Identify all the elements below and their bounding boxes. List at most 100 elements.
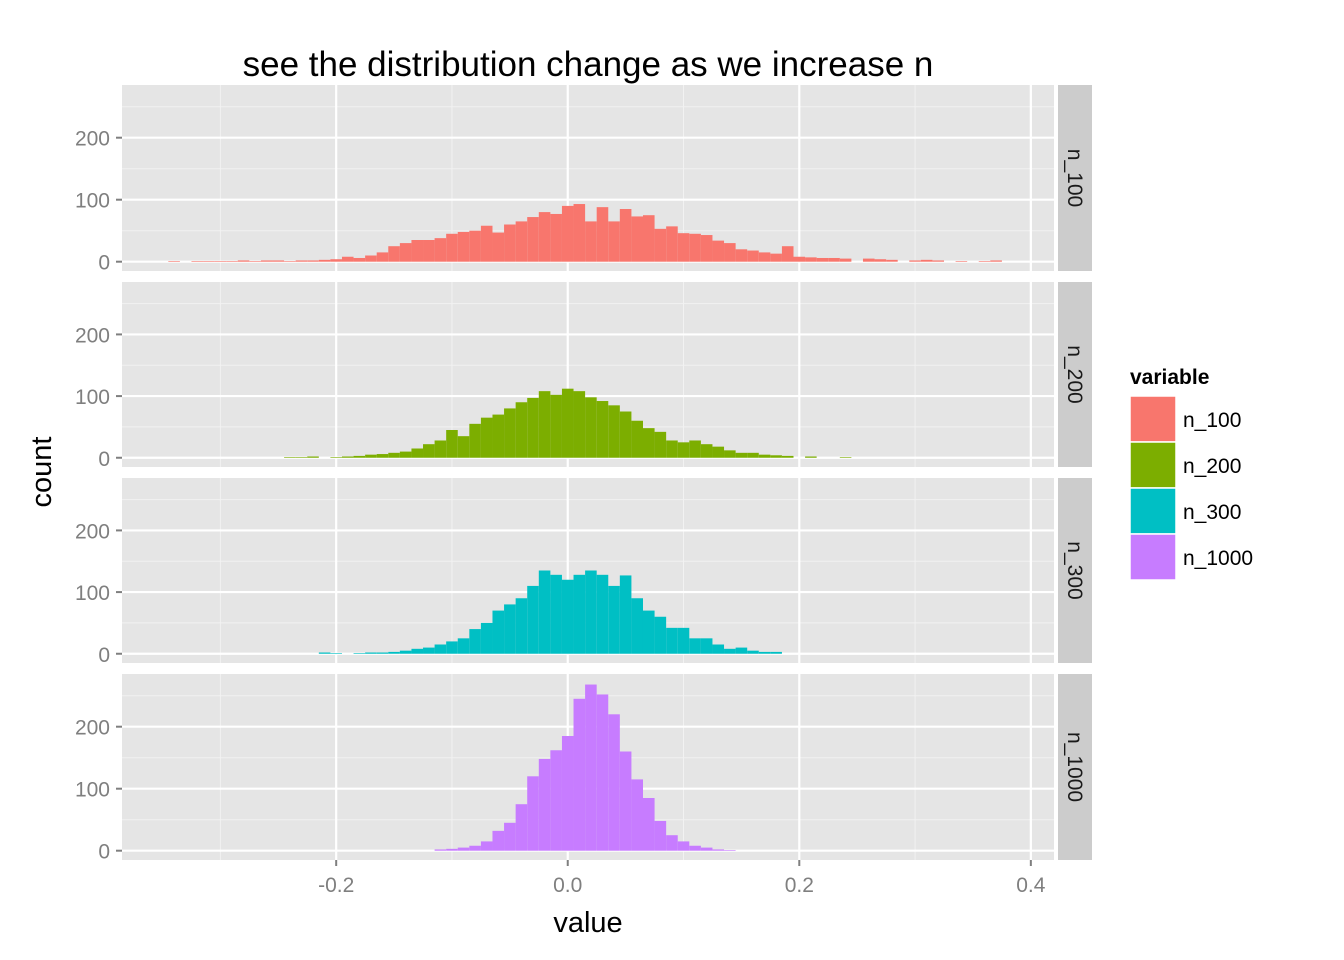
histogram-bar [619, 575, 632, 654]
histogram-bar [700, 638, 713, 654]
histogram-bar [862, 258, 875, 262]
y-tick-label: 0 [98, 644, 110, 667]
histogram-bar [642, 215, 655, 262]
histogram-bar [805, 456, 817, 458]
x-axis: -0.2 0.0 0.2 0.4 [318, 860, 1046, 897]
histogram-bar [168, 261, 180, 262]
y-tick-label: 200 [75, 520, 110, 543]
histogram-bar [654, 820, 667, 851]
histogram-bar [492, 610, 505, 654]
histogram-bar [457, 436, 470, 458]
histogram-bar [735, 647, 748, 654]
histogram-bar [666, 440, 678, 458]
histogram-bar [689, 845, 701, 851]
histogram-bar [376, 454, 389, 458]
histogram-bar [573, 698, 586, 851]
histogram-bar [284, 261, 296, 262]
histogram-bar [724, 648, 736, 654]
facet-strip [1058, 478, 1092, 663]
histogram-bar [990, 260, 1002, 262]
histogram-bar [758, 252, 771, 262]
histogram-bar [399, 243, 412, 262]
legend: variable n_100 n_200 n_300 n_1000 [1129, 366, 1253, 581]
histogram-bar [295, 457, 308, 458]
histogram-bar [330, 259, 342, 262]
histogram-bar [376, 652, 389, 654]
histogram-bar [504, 604, 516, 654]
histogram-bar [480, 417, 493, 458]
facet-panel-n-1000: 0 100 200 n_1000 [75, 674, 1092, 864]
histogram-bar [307, 260, 319, 262]
histogram-bar [446, 233, 458, 262]
legend-key [1129, 441, 1177, 489]
histogram-bar [538, 212, 551, 262]
facet-strip-label: n_200 [1063, 345, 1086, 403]
histogram-bar [747, 650, 759, 654]
histogram-bar [677, 841, 690, 851]
histogram-bar [284, 457, 296, 458]
histogram-bar [585, 570, 597, 654]
histogram-bar [492, 830, 505, 851]
histogram-bar [724, 243, 736, 262]
histogram-bar [457, 231, 470, 262]
histogram-bar [666, 226, 678, 262]
histogram-bar [527, 397, 539, 458]
histogram-bar [538, 391, 551, 458]
histogram-bar [596, 401, 609, 458]
legend-key [1129, 487, 1177, 535]
histogram-bar [492, 414, 505, 458]
histogram-bar [758, 651, 771, 654]
histogram-bar [260, 260, 273, 262]
histogram-bar [353, 455, 366, 458]
facet-strip-label: n_300 [1063, 541, 1086, 599]
histogram-bar [724, 450, 736, 458]
histogram-bar [619, 751, 632, 851]
histogram-bar [770, 651, 782, 654]
histogram-bar [249, 261, 261, 262]
histogram-bar [712, 240, 725, 262]
histogram-bar [515, 804, 528, 851]
histogram-bar [411, 448, 424, 458]
histogram-bar [689, 233, 701, 262]
x-tick-label: 0.4 [1016, 874, 1046, 897]
legend-key [1129, 533, 1177, 581]
histogram-bar [747, 452, 759, 458]
histogram-bar [295, 260, 308, 262]
y-tick-label: 100 [75, 582, 110, 605]
histogram-bar [550, 394, 562, 458]
histogram-bar [341, 456, 354, 458]
histogram-bar [608, 585, 620, 654]
histogram-bar [469, 230, 481, 262]
histogram-bar [642, 798, 655, 851]
histogram-bar [909, 260, 921, 262]
histogram-bar [955, 261, 968, 262]
histogram-bar [538, 570, 551, 654]
histogram-bar [724, 850, 736, 851]
histogram-bar [689, 440, 701, 458]
facet-panel-n-100: 0 100 200 n_100 [75, 85, 1092, 275]
y-tick-label: 100 [75, 779, 110, 802]
histogram-bar [561, 736, 574, 851]
histogram-bar [700, 444, 713, 458]
histogram-bar [642, 428, 655, 458]
histogram-bar [480, 841, 493, 851]
facet-panel-n-200: 0 100 200 n_200 [75, 282, 1092, 471]
y-tick-label: 0 [98, 448, 110, 471]
histogram-bar [423, 647, 435, 654]
histogram-bar [341, 256, 354, 262]
histogram-bar [932, 260, 945, 262]
chart-title: see the distribution change as we increa… [243, 45, 934, 84]
histogram-bar [654, 228, 667, 262]
histogram-bar [735, 249, 748, 262]
histogram-bar [561, 205, 574, 262]
histogram-bar [747, 250, 759, 262]
histogram-bar [770, 253, 782, 262]
histogram-bar [631, 598, 643, 654]
histogram-bar [527, 585, 539, 654]
histogram-bar [608, 714, 620, 851]
y-tick-label: 100 [75, 190, 110, 213]
histogram-bar [504, 408, 516, 458]
histogram-bar [700, 847, 713, 851]
histogram-bar [365, 255, 377, 262]
histogram-bar [504, 224, 516, 262]
